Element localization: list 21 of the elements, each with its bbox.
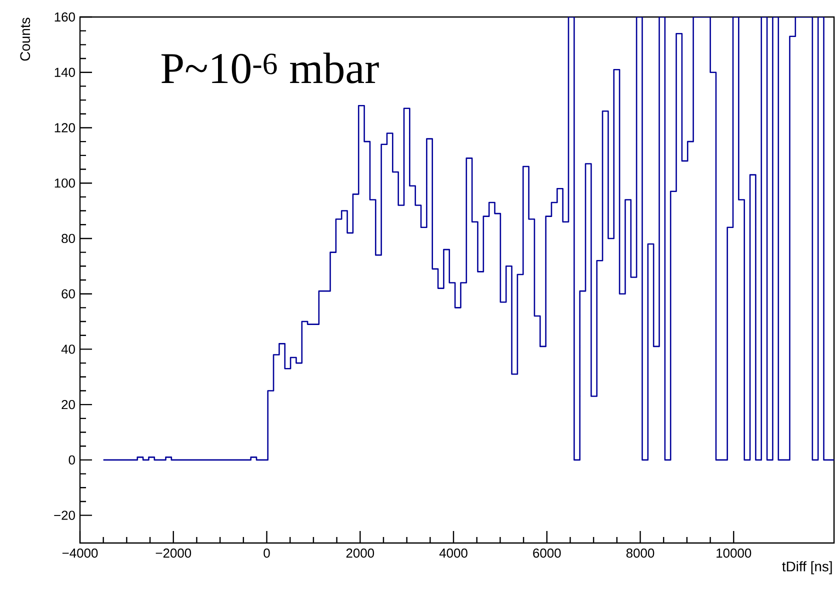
text: P~10$^{-6}$ mbar [161, 52, 379, 84]
x-tick-label: −4000 [62, 548, 98, 558]
y-tick-label: 40 [61, 344, 75, 354]
x-tick-label: 4000 [439, 548, 468, 558]
x-tick-label: 8000 [626, 548, 654, 558]
x-tick-label: −2000 [156, 548, 192, 558]
y-tick-label: 20 [62, 400, 75, 410]
y-tick-label: 0 [68, 455, 75, 465]
x-tick-label: 0 [264, 548, 270, 558]
y-tick-label: 140 [54, 68, 75, 77]
x-tick-label: 6000 [533, 548, 561, 558]
y-axis-title: Counts [20, 18, 30, 61]
x-axis-title: tDiff [ns] [782, 561, 832, 574]
x-tick-label: 10000 [716, 548, 752, 558]
x-tick-label: 2000 [346, 548, 374, 558]
y-tick-label: 120 [54, 123, 75, 132]
y-tick-label: −20 [54, 510, 75, 520]
y-tick-label: 160 [54, 12, 75, 22]
y-tick-label: 80 [62, 234, 75, 244]
y-tick-label: 60 [62, 289, 75, 298]
y-tick-label: 100 [54, 178, 75, 188]
